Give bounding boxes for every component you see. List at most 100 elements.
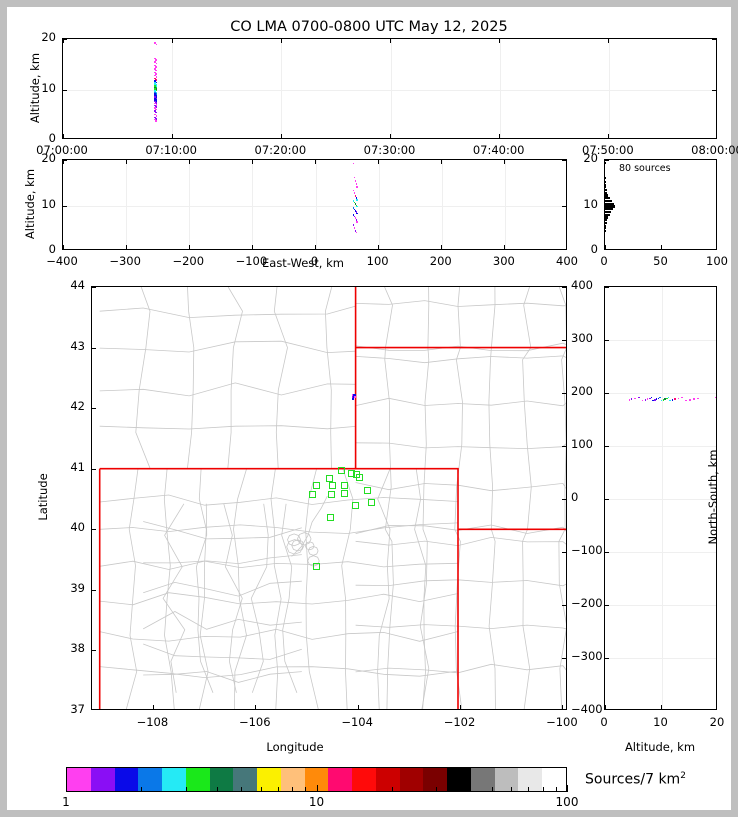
source-point — [356, 205, 358, 208]
colorbar — [66, 767, 567, 792]
east-west-ytick: 0 — [48, 242, 56, 256]
map-latitude-tick: 38 — [70, 641, 85, 656]
lma-station-marker — [328, 482, 336, 490]
lma-station-marker — [347, 469, 355, 477]
source-point — [351, 396, 354, 399]
tick-mark — [63, 205, 67, 207]
source-point — [352, 162, 355, 165]
tick-mark — [562, 552, 566, 553]
colorbar-tick-label: 1 — [62, 795, 70, 809]
east-west-height-panel — [62, 159, 567, 250]
time-height-xtick: 07:50:00 — [582, 143, 634, 157]
tick-mark — [63, 160, 67, 161]
time-height-panel — [62, 38, 717, 139]
gridline — [126, 160, 128, 249]
tick-mark — [605, 160, 609, 161]
time-height-xtick: 08:00:00 — [691, 143, 738, 157]
colorbar-swatch — [518, 768, 542, 791]
source-point — [667, 396, 670, 399]
tick-mark — [562, 287, 566, 288]
tick-mark — [255, 705, 257, 709]
county-line — [304, 541, 315, 551]
source-point — [354, 195, 357, 197]
histogram-bar — [605, 197, 610, 200]
county-line — [291, 495, 328, 557]
source-point — [353, 201, 356, 204]
source-point — [155, 115, 157, 117]
tick-mark — [125, 160, 127, 164]
source-point — [664, 398, 666, 400]
histogram-bar — [605, 191, 608, 194]
north-south-ylabel: North-South, km — [706, 449, 720, 545]
tick-mark — [562, 658, 566, 659]
source-point — [659, 396, 661, 399]
lma-station-marker — [341, 490, 349, 498]
gridline — [378, 160, 380, 249]
source-point — [154, 83, 156, 86]
colorbar-minor-tick — [292, 787, 294, 792]
source-point — [352, 214, 355, 216]
colorbar-minor-tick — [216, 787, 218, 792]
time-height-xtick: 07:00:00 — [36, 143, 88, 157]
map-latitude-tick: 44 — [70, 278, 85, 292]
map-latitude-tick: 43 — [70, 338, 85, 353]
map-latitude-tick: 40 — [70, 520, 85, 535]
county-line — [143, 521, 302, 540]
colorbar-major-tick — [316, 785, 318, 792]
tick-mark — [63, 160, 64, 164]
east-west-xtick: 0 — [310, 254, 319, 268]
county-line — [287, 533, 301, 547]
source-point — [155, 102, 157, 104]
source-point — [155, 43, 158, 46]
tick-mark — [171, 39, 173, 43]
colorbar-swatch — [233, 768, 257, 791]
tick-mark — [92, 650, 96, 652]
map-north-south-tick: −200 — [571, 596, 603, 610]
histogram-ytick: 0 — [590, 242, 598, 256]
source-point — [155, 100, 157, 103]
source-point — [154, 96, 156, 98]
source-point — [353, 215, 356, 217]
histogram-bar — [605, 224, 607, 227]
source-point — [154, 118, 156, 121]
gridline — [605, 393, 716, 394]
source-point — [356, 186, 358, 188]
lma-station-marker — [340, 482, 348, 490]
source-point — [154, 107, 156, 109]
lma-station-marker — [312, 562, 320, 570]
source-point — [641, 399, 644, 402]
tick-mark — [63, 39, 67, 40]
histogram-bar — [605, 205, 616, 208]
source-point — [155, 83, 157, 86]
histogram-bar — [605, 183, 607, 186]
east-west-xlabel: East-West, km — [262, 256, 344, 270]
tick-mark — [63, 39, 64, 43]
source-point — [155, 94, 157, 97]
colorbar-tick-label: 10 — [308, 795, 325, 809]
source-point — [356, 221, 358, 223]
colorbar-swatch — [162, 768, 186, 791]
county-line — [355, 624, 566, 630]
histogram-bar — [605, 189, 608, 192]
source-point — [351, 394, 354, 397]
colorbar-swatch — [138, 768, 162, 791]
source-point — [657, 397, 660, 399]
colorbar-minor-tick — [185, 787, 187, 792]
source-point — [669, 399, 671, 402]
histogram-bar — [605, 186, 607, 189]
map-panel — [91, 286, 567, 710]
gridline — [605, 658, 716, 659]
source-point — [155, 59, 157, 61]
tick-mark — [152, 705, 154, 709]
east-west-xtick: 100 — [366, 254, 389, 268]
gridline — [605, 605, 716, 606]
tick-mark — [605, 499, 609, 500]
colorbar-minor-tick — [391, 787, 393, 792]
histogram-xtick: 50 — [653, 254, 668, 268]
map-longitude-tick: −104 — [341, 715, 373, 729]
source-point — [354, 210, 357, 212]
colorbar-minor-tick — [241, 787, 243, 792]
source-point — [155, 79, 157, 81]
source-point — [154, 110, 156, 112]
figure-title: CO LMA 0700-0800 UTC May 12, 2025 — [230, 19, 508, 35]
